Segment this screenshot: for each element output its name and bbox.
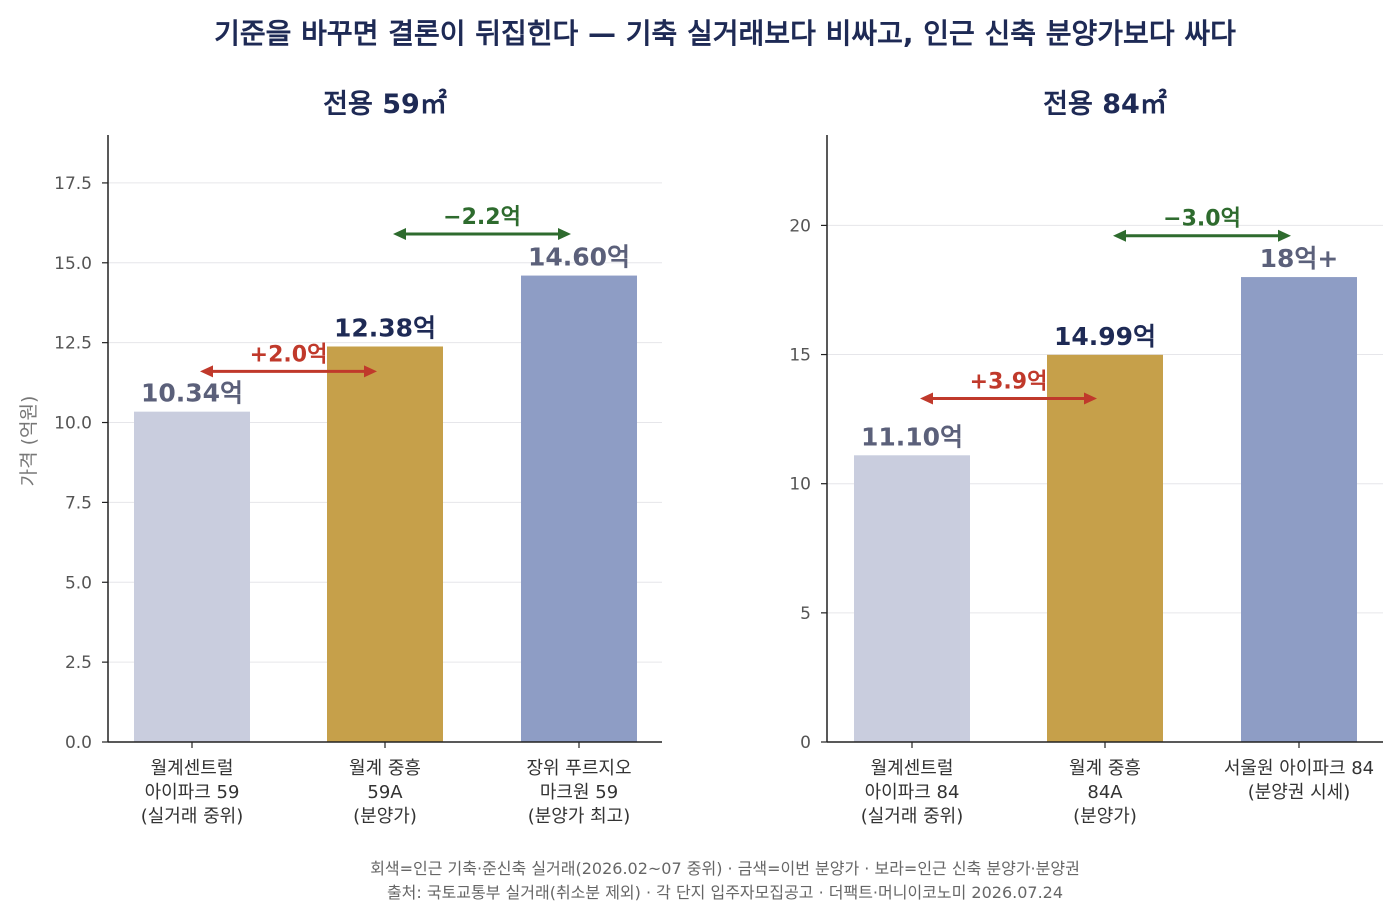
bar — [1047, 354, 1163, 742]
x-tick-label: 서울원 아이파크 84 — [1224, 758, 1374, 779]
y-tick-label: 5.0 — [65, 573, 92, 593]
x-tick-label: 59A — [367, 782, 403, 803]
bar — [521, 275, 637, 742]
bar-value-label: 14.99억 — [1054, 322, 1156, 351]
x-tick-label: 장위 푸르지오 — [526, 758, 631, 779]
x-tick-label: (분양권 시세) — [1248, 782, 1351, 803]
annotation-arrow-head — [1278, 229, 1291, 242]
footer-source: 출처: 국토교통부 실거래(취소분 제외) · 각 단지 입주자모집공고 · 더… — [387, 883, 1063, 902]
annotation-arrow-head — [558, 228, 571, 241]
x-tick-label: 아이파크 59 — [145, 782, 240, 803]
panel-title: 전용 59㎡ — [323, 88, 447, 120]
x-tick-label: 월계센트럴 — [871, 758, 954, 779]
y-tick-label: 2.5 — [65, 653, 92, 673]
annotation-arrow-head — [920, 392, 933, 405]
y-tick-label: 15 — [789, 346, 811, 366]
annotation-arrow-head — [1113, 229, 1126, 242]
panel-title: 전용 84㎡ — [1043, 88, 1167, 120]
x-tick-label: (실거래 중위) — [141, 806, 244, 827]
y-tick-label: 17.5 — [54, 174, 92, 194]
bar-value-label: 10.34억 — [141, 379, 243, 408]
y-tick-label: 5 — [800, 604, 811, 624]
x-tick-label: 월계 중흥 — [1069, 758, 1141, 779]
y-tick-label: 20 — [789, 216, 811, 236]
x-tick-label: 84A — [1087, 782, 1123, 803]
y-tick-label: 15.0 — [54, 254, 92, 274]
x-tick-label: 월계센트럴 — [151, 758, 234, 779]
bar — [327, 346, 443, 742]
annotation-arrow-head — [393, 228, 406, 241]
annotation-label: −3.0억 — [1163, 207, 1241, 232]
annotation-arrow-head — [1084, 392, 1097, 405]
annotation-label: +3.9억 — [970, 369, 1048, 394]
x-tick-label: (실거래 중위) — [861, 806, 964, 827]
bar-value-label: 18억+ — [1260, 244, 1339, 273]
y-tick-label: 12.5 — [54, 334, 92, 354]
bar-value-label: 12.38억 — [334, 313, 436, 342]
bar — [1241, 277, 1357, 742]
y-tick-label: 0.0 — [65, 733, 92, 753]
y-tick-label: 10.0 — [54, 414, 92, 434]
x-tick-label: 아이파크 84 — [865, 782, 960, 803]
annotation-label: −2.2억 — [443, 205, 521, 230]
annotation-arrow-head — [200, 365, 213, 378]
annotation-label: +2.0억 — [250, 342, 328, 367]
bar-value-label: 14.60억 — [528, 243, 630, 272]
x-tick-label: 마크원 59 — [540, 782, 618, 803]
annotation-arrow-head — [364, 365, 377, 378]
y-tick-label: 0 — [800, 733, 811, 753]
x-tick-label: (분양가) — [1073, 806, 1137, 827]
figure-title: 기준을 바꾸면 결론이 뒤집힌다 — 기축 실거래보다 비싸고, 인근 신축 분… — [214, 17, 1236, 50]
y-axis-label: 가격 (억원) — [18, 396, 40, 487]
panel-59: 전용 59㎡ 0.0 2.5 5.0 7.5 10.0 12.5 15.0 17.5 10.34억… — [54, 88, 662, 827]
y-tick-label: 7.5 — [65, 493, 92, 513]
y-tick-label: 10 — [789, 475, 811, 495]
x-tick-label: (분양가) — [353, 806, 417, 827]
footer-legend-note: 회색=인근 기축·준신축 실거래(2026.02~07 중위) · 금색=이번 … — [370, 859, 1080, 878]
x-tick-label: 월계 중흥 — [349, 758, 421, 779]
bar-value-label: 11.10억 — [861, 422, 963, 451]
bar — [134, 411, 250, 742]
bar — [854, 455, 970, 742]
x-tick-label: (분양가 최고) — [528, 806, 631, 827]
